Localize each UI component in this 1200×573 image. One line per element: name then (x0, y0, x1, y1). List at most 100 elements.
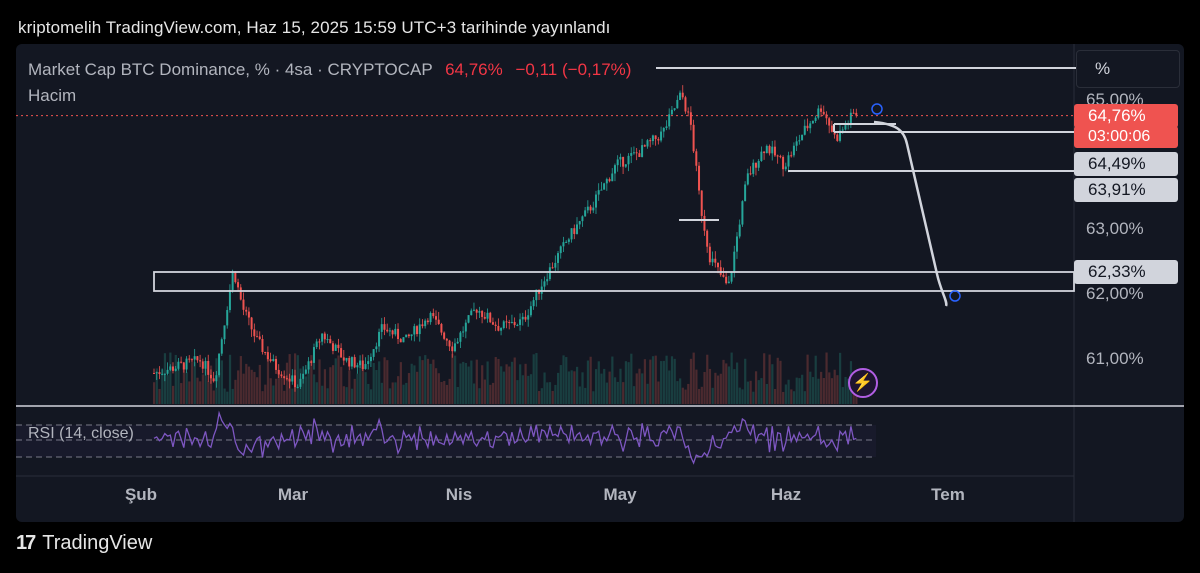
volume-bar (359, 362, 362, 404)
level-tag-c: 62,33% (1074, 260, 1178, 284)
volume-bar (689, 358, 693, 404)
volume-bar (565, 357, 568, 404)
volume-bar (668, 370, 671, 404)
candle-body (467, 315, 470, 323)
volume-bar (209, 365, 213, 404)
candle-body (752, 162, 755, 174)
volume-bar (489, 384, 492, 404)
candle-body (266, 352, 269, 360)
volume-bar (410, 363, 413, 404)
rsi-legend[interactable]: RSI (14, close) (28, 425, 134, 442)
volume-legend[interactable]: Hacim (28, 86, 77, 105)
brand-name: TradingView (42, 532, 153, 554)
volume-bar (562, 355, 565, 404)
candle-body (478, 311, 481, 313)
candle-body (798, 140, 801, 142)
flash-icon[interactable]: ⚡ (848, 368, 878, 398)
candle-body (364, 364, 367, 369)
candle-body (234, 271, 237, 283)
volume-bar (453, 355, 457, 404)
candle-body (448, 340, 451, 347)
volume-bar (169, 352, 172, 404)
candle-body (196, 356, 199, 361)
candle-body (570, 228, 573, 240)
volume-bar (830, 378, 834, 404)
volume-bar (312, 374, 316, 404)
percent-scale-button[interactable]: % (1076, 50, 1180, 88)
candle-body (765, 145, 768, 154)
volume-bar (584, 387, 587, 404)
volume-bar (188, 381, 191, 404)
volume-bar (459, 363, 462, 404)
volume-bar (462, 361, 465, 404)
candle-body (315, 341, 318, 348)
candle-body (527, 315, 530, 320)
candle-body (616, 159, 619, 166)
y-label-62: 62,00% (1086, 284, 1144, 303)
candle-body (340, 348, 343, 358)
candle-body (386, 329, 389, 332)
candle-body (231, 271, 234, 290)
candle-body (790, 155, 793, 157)
candle-body (161, 373, 164, 375)
symbol-title[interactable]: Market Cap BTC Dominance, % · 4sa · CRYP… (28, 60, 433, 79)
volume-bar (654, 355, 657, 404)
volume-bar (532, 354, 535, 404)
candle-body (586, 206, 589, 211)
volume-bar (540, 388, 543, 404)
volume-bar (426, 358, 430, 404)
candle-body (326, 339, 329, 341)
volume-bar (627, 362, 630, 404)
volume-bar (557, 372, 560, 404)
volume-bar (334, 358, 337, 404)
volume-bar (388, 388, 392, 404)
volume-bar (185, 372, 188, 404)
volume-bar (367, 383, 370, 404)
candle-body (768, 145, 771, 154)
volume-bar (510, 361, 514, 404)
candle-body (670, 109, 673, 115)
candle-body (302, 373, 305, 379)
chart-legend: Market Cap BTC Dominance, % · 4sa · CRYP… (28, 60, 631, 80)
candle-body (611, 173, 614, 182)
candle-body (407, 334, 410, 337)
volume-bar (559, 365, 562, 404)
volume-bar (386, 360, 389, 404)
volume-bar (402, 384, 405, 404)
candle-body (321, 333, 324, 342)
volume-bar (841, 387, 844, 404)
volume-bar (722, 359, 725, 404)
candle-body (673, 108, 676, 110)
candle-body (331, 343, 334, 351)
x-label-tem: Tem (931, 485, 965, 504)
candle-body (228, 289, 231, 311)
candle-body (199, 360, 202, 362)
candle-body (635, 152, 638, 154)
candle-body (163, 373, 166, 375)
publish-caption: kriptomelih TradingView.com, Haz 15, 202… (18, 18, 611, 37)
volume-bar (166, 375, 169, 404)
candle-body (367, 361, 370, 365)
volume-bar (196, 377, 199, 404)
candle-body (418, 324, 421, 335)
volume-bar (714, 372, 717, 404)
volume-bar (348, 370, 351, 404)
candle-body (464, 322, 467, 332)
candle-body (491, 322, 494, 325)
volume-bar (765, 383, 769, 404)
volume-bar (266, 355, 270, 404)
candle-body (245, 309, 248, 312)
candle-body (632, 152, 635, 154)
volume-bar (372, 363, 375, 404)
volume-bar (467, 366, 470, 404)
volume-bar (456, 387, 459, 404)
volume-bar (679, 378, 682, 404)
candle-body (345, 357, 348, 361)
chart-panel[interactable]: Market Cap BTC Dominance, % · 4sa · CRYP… (16, 44, 1184, 522)
volume-bar (632, 386, 636, 404)
candle-body (155, 372, 158, 374)
price-chart[interactable] (16, 44, 1184, 522)
candle-body (510, 321, 513, 323)
candle-body (622, 156, 625, 167)
candle-body (855, 112, 858, 116)
